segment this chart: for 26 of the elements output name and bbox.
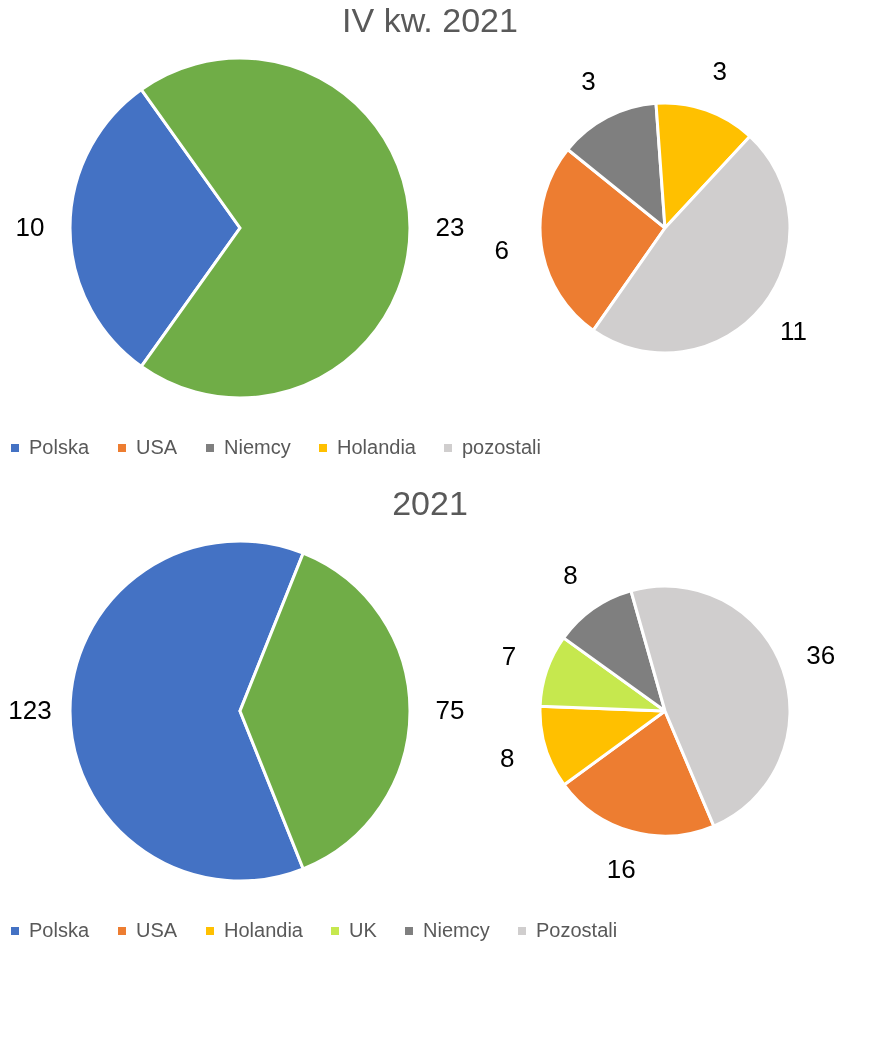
chart-title: 2021 bbox=[392, 484, 468, 522]
legend-label: USA bbox=[136, 919, 178, 941]
data-label: 123 bbox=[8, 695, 52, 725]
legend-label: pozostali bbox=[462, 436, 541, 458]
data-label: 8 bbox=[499, 743, 515, 774]
legend-label: Niemcy bbox=[423, 919, 490, 941]
chart-title: IV kw. 2021 bbox=[342, 1, 518, 39]
data-label: 10 bbox=[15, 212, 45, 242]
legend-label: Pozostali bbox=[536, 919, 618, 941]
data-label: 75 bbox=[435, 695, 465, 725]
data-label: 16 bbox=[606, 854, 636, 885]
legend-label: Polska bbox=[29, 919, 90, 941]
data-label: 7 bbox=[501, 641, 517, 672]
data-label: 6 bbox=[494, 235, 509, 266]
data-label: 11 bbox=[779, 315, 807, 346]
legend-label: Holandia bbox=[224, 919, 304, 941]
legend-label: USA bbox=[136, 436, 178, 458]
data-label: 3 bbox=[712, 56, 727, 87]
data-label: 3 bbox=[581, 65, 596, 96]
legend-label: Niemcy bbox=[224, 436, 291, 458]
data-label: 8 bbox=[563, 559, 578, 590]
data-label: 23 bbox=[435, 212, 465, 242]
legend-label: Holandia bbox=[337, 436, 417, 458]
data-label: 36 bbox=[806, 640, 836, 671]
legend-label: UK bbox=[349, 919, 378, 941]
legend-label: Polska bbox=[29, 436, 90, 458]
